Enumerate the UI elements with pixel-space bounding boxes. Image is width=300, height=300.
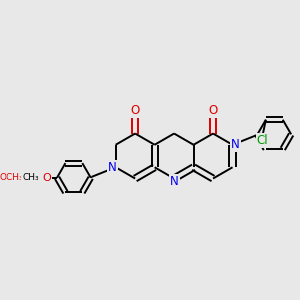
Text: N: N (108, 161, 117, 174)
Text: O: O (28, 171, 38, 184)
Text: N: N (108, 161, 117, 174)
Text: Cl: Cl (257, 134, 268, 147)
Text: O: O (130, 104, 140, 117)
Text: N: N (231, 138, 240, 151)
Text: CH₃: CH₃ (22, 173, 39, 182)
Text: OCH₃: OCH₃ (0, 173, 23, 182)
Text: O: O (130, 104, 140, 117)
Text: O: O (42, 173, 51, 183)
Text: N: N (170, 175, 178, 188)
Text: N: N (170, 175, 178, 188)
Text: O: O (208, 104, 218, 117)
Text: N: N (231, 138, 240, 151)
Text: O: O (208, 104, 218, 117)
